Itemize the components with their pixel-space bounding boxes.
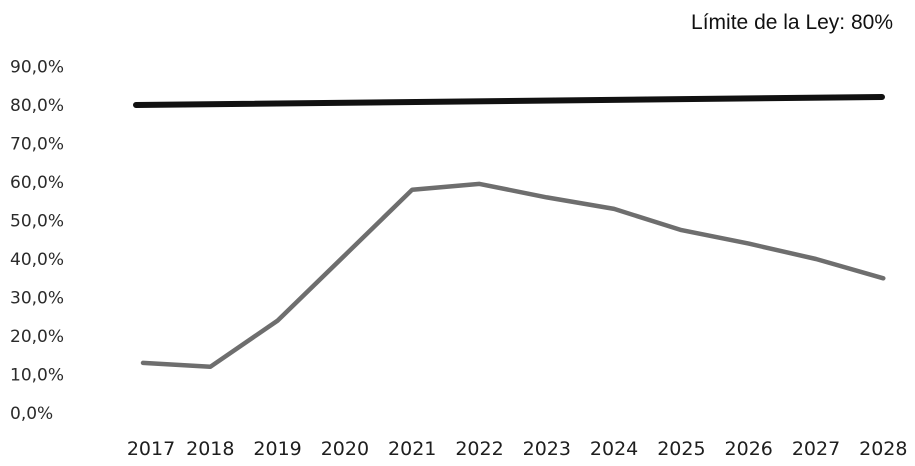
x-axis-ticks: 2017 2018 2019 2020 2021 2022 2023 2024 2025 2026… [127,438,908,460]
x-tick-label: 2025 [657,438,705,460]
x-tick-label: 2021 [388,438,436,460]
y-tick-label: 80,0% [10,96,64,116]
x-tick-label: 2027 [792,438,840,460]
y-tick-label: 0,0% [10,404,53,424]
y-tick-label: 20,0% [10,327,64,347]
x-tick-label: 2026 [725,438,773,460]
y-tick-label: 10,0% [10,366,64,386]
x-tick-label: 2028 [859,438,907,460]
x-tick-label: 2018 [186,438,234,460]
x-tick-label: 2019 [253,438,301,460]
series-line [140,181,886,370]
y-tick-label: 90,0% [10,58,64,78]
x-tick-label: 2020 [321,438,369,460]
y-tick-label: 30,0% [10,289,64,309]
x-tick-label: 2022 [455,438,503,460]
law-limit-line [133,94,885,108]
y-tick-label: 50,0% [10,212,64,232]
y-tick-label: 40,0% [10,250,64,270]
x-tick-label: 2023 [523,438,571,460]
x-tick-label: 2017 [127,438,175,460]
x-tick-label: 2024 [590,438,638,460]
y-tick-label: 70,0% [10,135,64,155]
y-tick-label: 60,0% [10,173,64,193]
law-limit-label: Límite de la Ley: 80% [691,11,893,34]
y-axis-ticks: 0,0% 10,0% 20,0% 30,0% 40,0% 50,0% 60,0% 70,0% 8… [10,58,64,425]
